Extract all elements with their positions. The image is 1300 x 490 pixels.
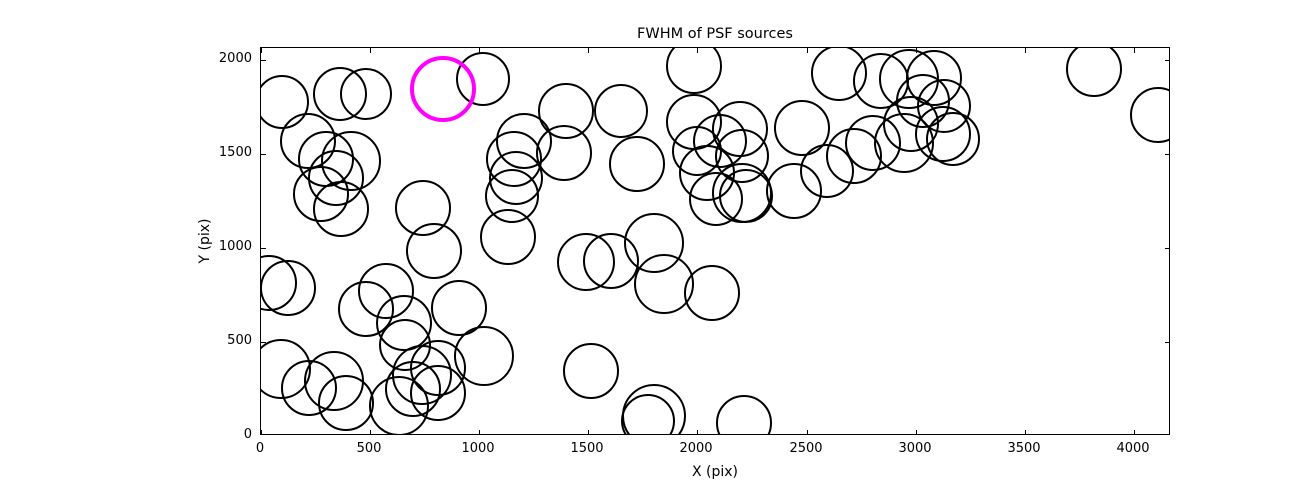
tick-mark (370, 430, 371, 434)
tick-mark (697, 48, 698, 53)
psf-source-circle (666, 48, 722, 95)
y-tick-label: 1500 (218, 145, 252, 160)
y-tick-label: 1000 (218, 239, 252, 254)
tick-mark (261, 430, 262, 434)
y-tick-label: 500 (227, 333, 252, 348)
tick-mark (1025, 430, 1026, 434)
x-tick-label: 0 (255, 441, 265, 456)
psf-source-circle (621, 393, 676, 434)
tick-mark (370, 48, 371, 53)
tick-mark (479, 48, 480, 53)
x-tick-label: 1500 (570, 441, 604, 456)
y-tick-label: 0 (243, 427, 252, 442)
psf-source-circle (339, 68, 392, 121)
psf-source-circle (609, 136, 665, 193)
tick-mark (1134, 430, 1135, 434)
tick-mark (1134, 48, 1135, 53)
tick-mark (1025, 48, 1026, 53)
psf-source-circle (1066, 48, 1123, 98)
x-axis-label: X (pix) (691, 464, 739, 480)
y-tick-label: 2000 (218, 51, 252, 66)
psf-source-circle (845, 115, 902, 171)
tick-mark (1165, 248, 1169, 249)
psf-source-circle (318, 374, 375, 431)
tick-mark (1165, 60, 1169, 61)
psf-source-circle (1130, 87, 1169, 144)
x-tick-label: 1000 (461, 441, 495, 456)
psf-source-circle (774, 100, 830, 157)
psf-source-circle (410, 365, 466, 421)
tick-mark (588, 48, 589, 53)
psf-source-circle (800, 144, 855, 199)
x-tick-label: 500 (356, 441, 382, 456)
x-tick-label: 3000 (898, 441, 932, 456)
tick-mark (261, 248, 266, 249)
psf-source-circle (563, 343, 619, 399)
psf-source-circle (684, 265, 740, 321)
psf-source-circle (313, 181, 369, 238)
psf-source-circle (536, 125, 593, 182)
tick-mark (479, 430, 480, 434)
x-tick-label: 3500 (1007, 441, 1041, 456)
tick-mark (916, 430, 917, 434)
tick-mark (697, 430, 698, 434)
psf-source-circle (716, 395, 773, 434)
psf-source-circle (594, 84, 649, 139)
chart-title: FWHM of PSF sources (637, 26, 793, 42)
x-tick-label: 2500 (789, 441, 823, 456)
tick-mark (916, 48, 917, 53)
psf-source-circle (261, 260, 316, 317)
tick-mark (261, 48, 262, 53)
x-tick-label: 2000 (679, 441, 713, 456)
psf-source-circle (480, 209, 536, 266)
tick-mark (261, 60, 266, 61)
psf-source-circle (624, 213, 684, 273)
tick-mark (261, 154, 266, 155)
psf-source-circle (406, 223, 462, 280)
tick-mark (1165, 154, 1169, 155)
tick-mark (261, 342, 266, 343)
tick-mark (1165, 342, 1169, 343)
tick-mark (807, 430, 808, 434)
psf-source-circle (926, 112, 981, 167)
highlighted-psf-source-circle (410, 56, 476, 123)
tick-mark (588, 430, 589, 434)
plot-area (260, 47, 1170, 435)
x-tick-label: 4000 (1116, 441, 1150, 456)
psf-source-circle (430, 280, 487, 336)
tick-mark (807, 48, 808, 53)
psf-source-circle (688, 172, 744, 227)
